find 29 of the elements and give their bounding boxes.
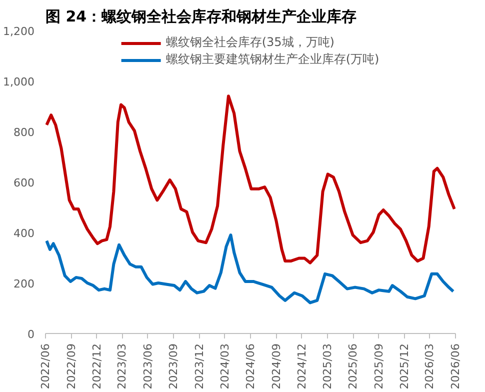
x-tick-label: 2025/09 bbox=[372, 343, 386, 390]
x-tick-label: 2023/06 bbox=[141, 343, 154, 390]
x-tick-label: 2022/06 bbox=[39, 343, 52, 390]
x-tick-label: 2024/12 bbox=[295, 343, 308, 390]
x-tick-label: 2026/06 bbox=[449, 343, 462, 390]
x-tick-label: 2023/12 bbox=[192, 343, 206, 390]
y-tick-label: 400 bbox=[14, 227, 35, 240]
x-tick-label: 2022/09 bbox=[64, 343, 78, 390]
x-tick-label: 2024/09 bbox=[270, 343, 283, 390]
x-tick-label: 2023/09 bbox=[167, 343, 180, 390]
line-series bbox=[46, 94, 456, 264]
y-tick-label: 800 bbox=[14, 126, 35, 139]
x-tick-label: 2023/03 bbox=[116, 343, 129, 390]
x-tick-label: 2025/06 bbox=[346, 343, 360, 390]
line-series bbox=[46, 234, 455, 304]
x-tick-label: 2025/03 bbox=[320, 343, 334, 390]
x-tick-label: 2024/03 bbox=[218, 343, 232, 390]
y-tick-label: 0 bbox=[28, 328, 34, 341]
x-tick-label: 2025/12 bbox=[398, 343, 411, 390]
y-tick-label: 1,000 bbox=[3, 76, 35, 88]
y-tick-label: 1,200 bbox=[3, 25, 35, 38]
chart-title: 图 24：螺纹钢全社会库存和钢材生产企业库存 bbox=[46, 8, 357, 26]
x-tick-label: 2026/03 bbox=[423, 343, 436, 390]
x-tick-label: 2024/06 bbox=[244, 343, 258, 390]
legend-label: 螺纹钢主要建筑钢材生产企业库存(万吨) bbox=[166, 51, 380, 68]
y-tick-label: 200 bbox=[14, 278, 35, 290]
x-tick-label: 2022/12 bbox=[90, 343, 104, 390]
legend-label: 螺纹钢全社会库存(35城，万吨) bbox=[166, 34, 334, 51]
y-tick-label: 600 bbox=[14, 176, 35, 190]
